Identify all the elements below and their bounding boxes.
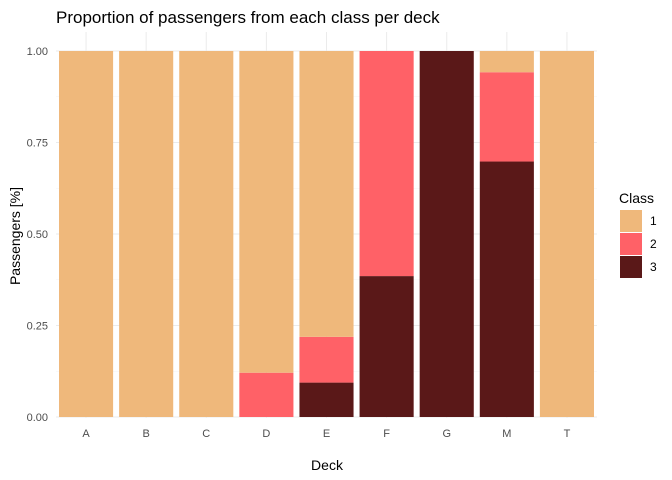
legend-label: 3 [650,260,657,274]
legend-swatch-class-3 [620,256,642,278]
x-tick-label: A [82,428,90,440]
bar-M-class-1 [479,51,534,73]
y-tick-label: 1.00 [27,46,48,58]
legend-title: Class [619,190,654,206]
bar-G-class-3 [419,51,474,417]
y-tick-label: 0.50 [27,229,48,241]
x-tick-label: D [262,428,270,440]
chart-title: Proportion of passengers from each class… [56,8,440,27]
x-tick-label: F [383,428,390,440]
x-tick-label: T [564,428,571,440]
bar-M-class-3 [479,161,534,417]
bar-E-class-1 [299,51,354,337]
legend-label: 2 [650,237,657,251]
legend: Class 1 2 3 [619,190,657,278]
bar-E-class-2 [299,336,354,383]
bar-M-class-2 [479,72,534,162]
bar-C-class-1 [179,51,234,417]
bar-F-class-3 [359,276,414,417]
bar-F-class-2 [359,51,414,277]
x-tick-label: E [323,428,330,440]
legend-swatch-class-2 [620,233,642,255]
y-tick-label: 0.25 [27,321,48,333]
y-tick-label: 0.75 [27,138,48,150]
bar-D-class-1 [239,51,294,373]
bar-B-class-1 [119,51,174,417]
bar-T-class-1 [539,51,594,417]
bars [59,51,594,417]
y-tick-label: 0.00 [27,412,48,424]
legend-swatch-class-1 [620,210,642,232]
bar-A-class-1 [59,51,114,417]
x-tick-label: B [142,428,149,440]
x-tick-label: M [502,428,511,440]
y-axis-title: Passengers [%] [7,187,23,285]
bar-E-class-3 [299,382,354,417]
legend-label: 1 [650,214,657,228]
x-tick-label: G [442,428,451,440]
x-axis-title: Deck [311,457,344,473]
y-axis-ticks: 0.00 0.25 0.50 0.75 1.00 [27,46,48,424]
bar-D-class-2 [239,372,294,417]
x-tick-label: C [202,428,210,440]
